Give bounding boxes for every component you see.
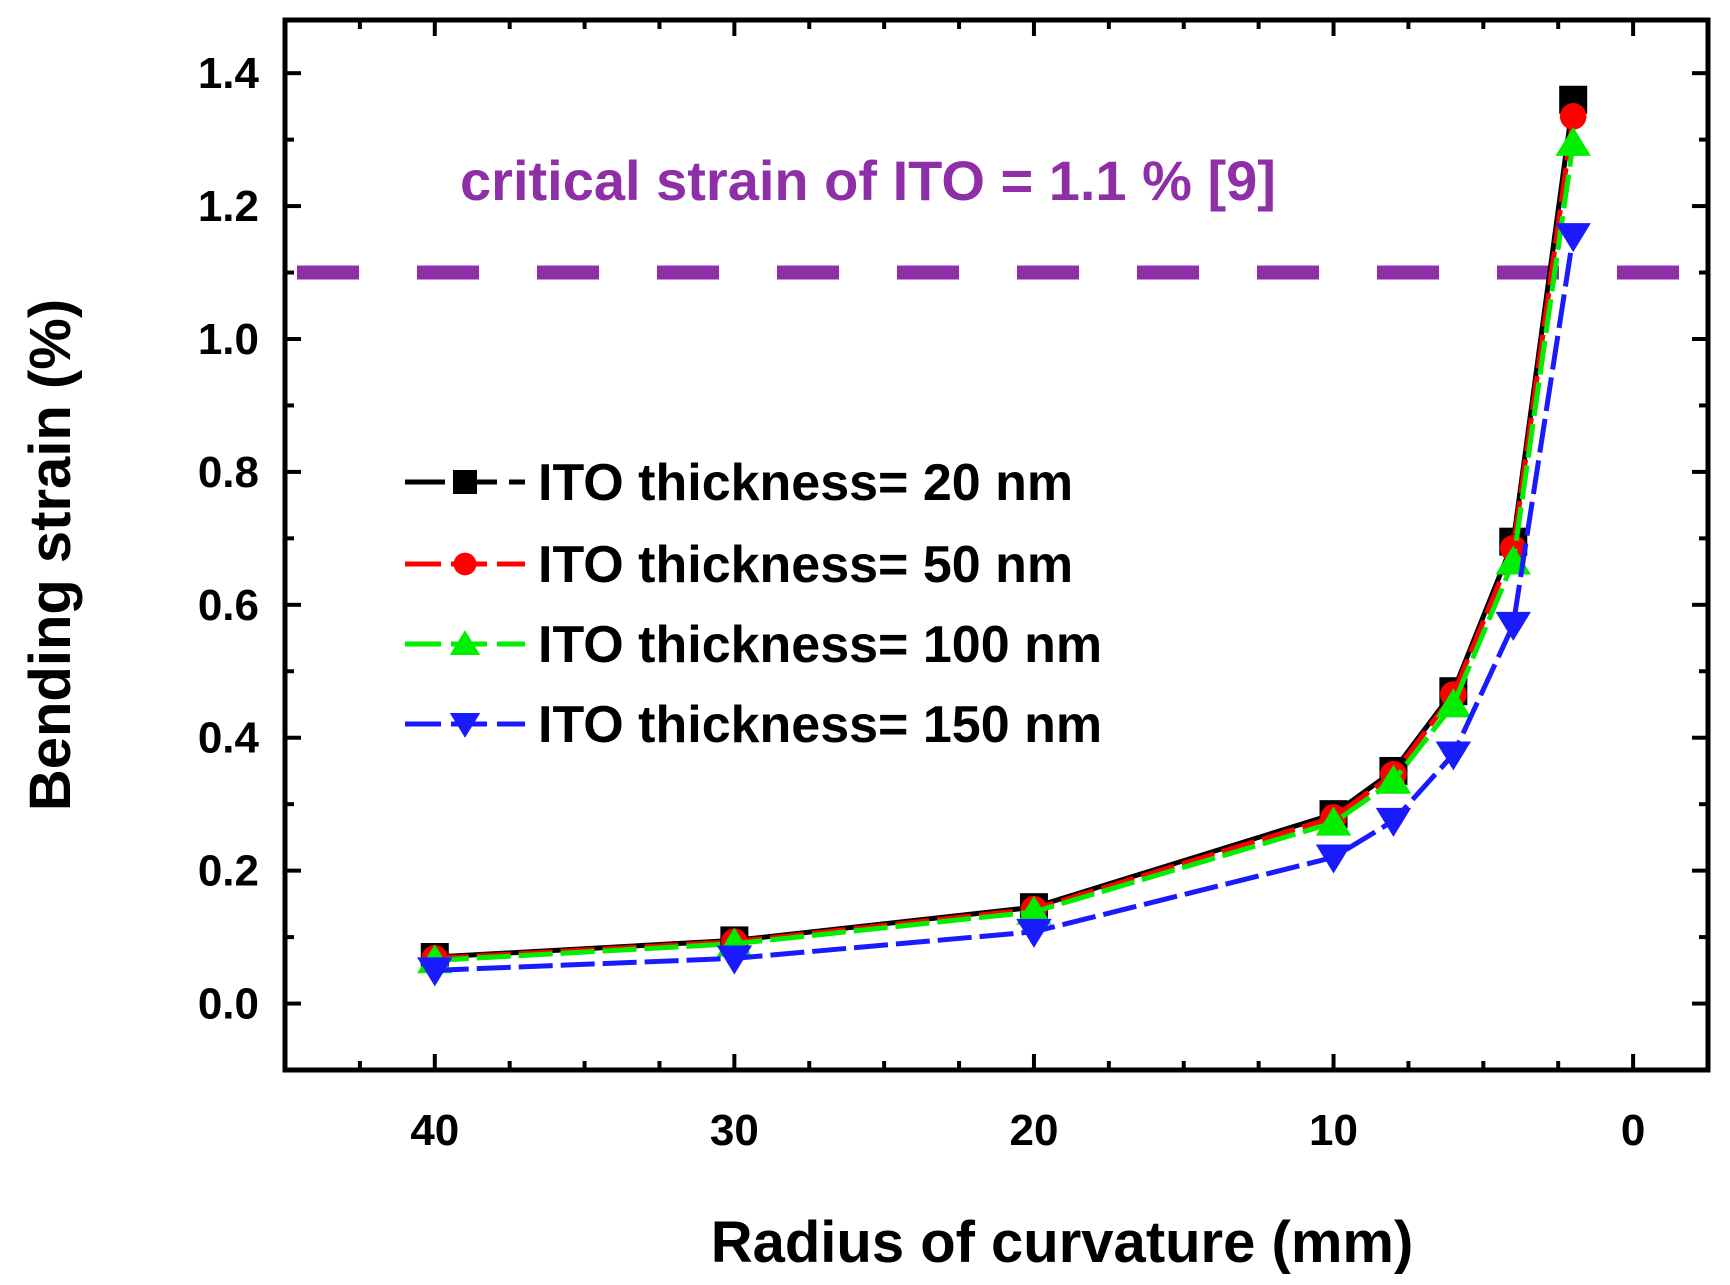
y-tick-label: 1.0	[198, 315, 259, 364]
y-tick-label: 0.0	[198, 980, 259, 1029]
axis-ticks	[283, 20, 1710, 1072]
legend-item-3: ITO thickness= 150 nm	[405, 696, 1102, 754]
x-axis-title: Radius of curvature (mm)	[711, 1210, 1414, 1275]
series-group	[417, 85, 1591, 987]
data-point	[1435, 688, 1472, 718]
y-tick-label: 1.2	[198, 182, 259, 231]
y-tick-label: 0.8	[198, 448, 259, 497]
x-tick-label: 40	[410, 1106, 459, 1155]
x-tick-label: 30	[710, 1106, 759, 1155]
data-point	[1016, 895, 1052, 925]
legend-marker	[449, 630, 481, 656]
y-axis-title: Bending strain (%)	[18, 299, 83, 811]
series-line	[434, 142, 1576, 963]
data-point	[1555, 223, 1591, 253]
x-tick-label: 10	[1309, 1106, 1358, 1155]
data-point	[1375, 807, 1412, 837]
data-point	[1016, 918, 1052, 948]
legend-item-0: ITO thickness= 20 nm	[405, 454, 1073, 512]
legend-label: ITO thickness= 150 nm	[538, 696, 1102, 754]
data-point	[1315, 844, 1352, 874]
plot-frame	[282, 17, 1711, 1073]
y-tick-label: 0.6	[198, 581, 259, 630]
data-point	[1375, 764, 1412, 794]
legend-label: ITO thickness= 100 nm	[538, 616, 1102, 674]
legend-item-1: ITO thickness= 50 nm	[405, 536, 1073, 594]
x-tick-label: 20	[1009, 1106, 1058, 1155]
legend-marker	[449, 712, 481, 738]
legend-marker	[453, 552, 477, 576]
y-tick-label: 0.2	[198, 847, 259, 896]
y-tick-label: 0.4	[198, 714, 260, 763]
data-point	[1315, 806, 1352, 836]
x-tick-label: 0	[1621, 1106, 1645, 1155]
plot-border	[282, 17, 1711, 1073]
data-point	[716, 945, 753, 975]
tick-labels: 40 30 20 10 0 0.0 0.2 0.4 0.6 0.8 1.0 1.2 1.4	[198, 49, 1646, 1155]
legend: ITO thickness= 20 nm ITO thickness= 50 nm…	[405, 454, 1102, 754]
series-3	[417, 223, 1591, 987]
y-tick-label: 1.4	[198, 49, 260, 98]
data-point	[1555, 126, 1591, 156]
series-line	[434, 99, 1576, 960]
data-point	[1559, 103, 1587, 130]
critical-strain-annotation: critical strain of ITO = 1.1 % [9]	[297, 149, 1706, 280]
data-point	[1495, 611, 1531, 641]
data-point	[1435, 741, 1472, 771]
legend-label: ITO thickness= 50 nm	[538, 536, 1073, 594]
series-line	[434, 235, 1576, 973]
data-point	[417, 957, 453, 987]
series-0	[420, 85, 1588, 972]
legend-item-2: ITO thickness= 100 nm	[405, 616, 1102, 674]
legend-label: ITO thickness= 20 nm	[538, 454, 1073, 512]
critical-strain-label: critical strain of ITO = 1.1 % [9]	[460, 149, 1276, 212]
legend-marker	[453, 470, 477, 494]
